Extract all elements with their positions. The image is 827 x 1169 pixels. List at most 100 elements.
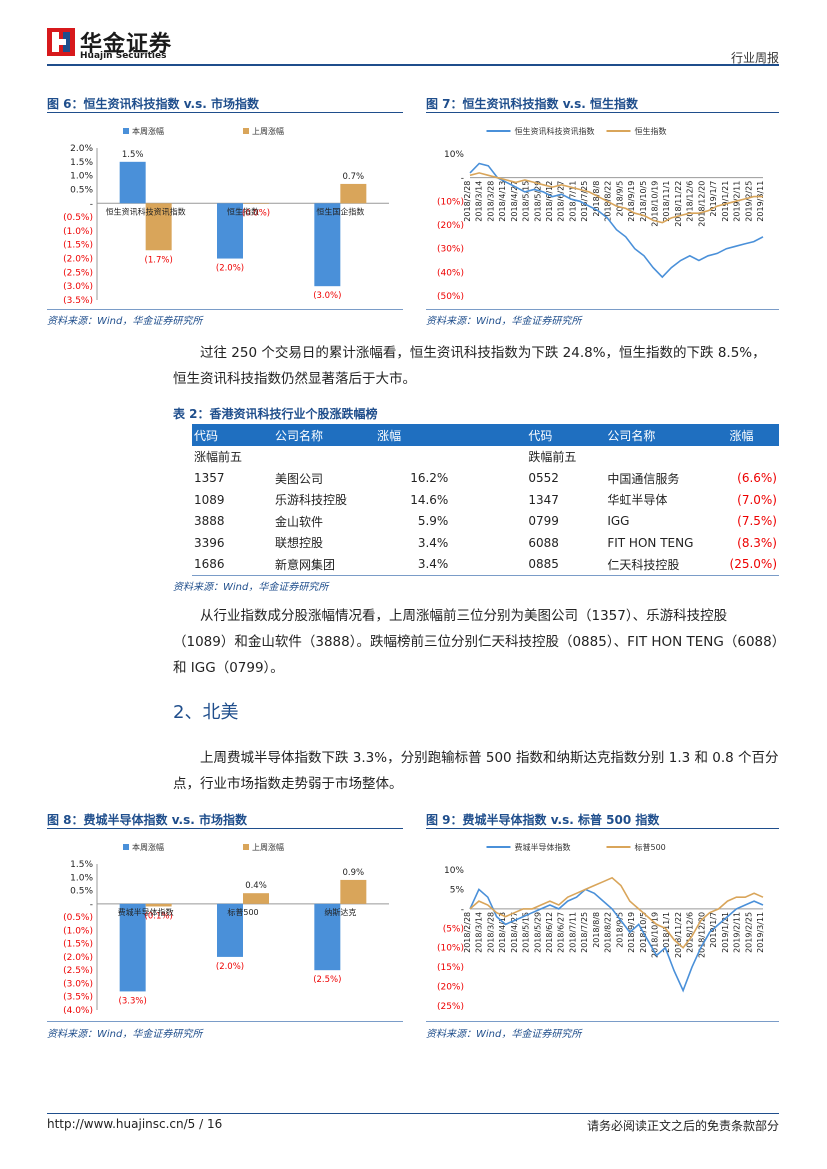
gainer-change: 14.6%: [410, 492, 449, 507]
x-tick-label: 2018/7/25: [580, 181, 589, 222]
fig6-rule: [47, 112, 403, 113]
y-tick-label: (20%): [437, 983, 464, 993]
x-tick-label: 2019/1/21: [721, 181, 730, 222]
section-heading: 2、北美: [173, 702, 239, 723]
gainer-change: 16.2%: [410, 471, 449, 486]
x-tick-label: 2018/4/27: [510, 912, 519, 953]
fig7-source: 资料来源：Wind，华金证券研究所: [426, 316, 582, 327]
x-tick-label: 2018/3/14: [475, 181, 484, 222]
legend-label: 恒生指数: [635, 126, 667, 136]
y-tick-label: -: [461, 905, 464, 915]
x-tick-label: 2018/11/1: [662, 912, 671, 953]
x-tick-label: 2018/10/19: [651, 181, 660, 227]
x-tick-label: 2018/11/22: [674, 181, 683, 227]
gainer-change: 3.4%: [417, 557, 449, 572]
bar: [119, 903, 146, 992]
bar: [145, 203, 172, 251]
x-tick-label: 2019/3/11: [756, 181, 765, 222]
paragraph-2: 从行业指数成分股涨幅情况看，上周涨幅前三位分别为美图公司（1357）、乐游科技控…: [173, 608, 779, 676]
y-tick-label: (10%): [437, 944, 464, 954]
loser-code: 0799: [528, 514, 559, 529]
header-company-left: 公司名称: [272, 424, 376, 446]
paragraph-1: 过往 250 个交易日的累计涨幅看，恒生资讯科技指数为下跌 24.8%，恒生指数…: [173, 345, 766, 387]
gainer-company: 乐游科技控股: [274, 493, 347, 508]
fig9-chart: 费城半导体指数 标普500 10% 5% - (5%) (10%) (15%) (20%) (25…: [437, 842, 765, 1012]
table-row: 1089 乐游科技控股 14.6% 1347 华虹半导体 (7.0%): [192, 489, 779, 511]
y-tick-label: (2.5%): [63, 268, 93, 278]
legend-label: 恒生资讯科技资讯指数: [515, 126, 595, 136]
stock-ranking-table: 代码 公司名称 涨幅 代码 公司名称 涨幅 涨幅前五 跌幅前五 1357 美图公司…: [192, 424, 779, 575]
y-tick-label: (1.5%): [63, 940, 93, 950]
x-tick-label: 2018/4/27: [510, 181, 519, 222]
legend-label: 上周涨幅: [252, 842, 284, 852]
gainer-code: 1357: [194, 471, 225, 486]
fig7-title: 图 7：恒生资讯科技指数 v.s. 恒生指数: [426, 97, 638, 111]
x-tick-label: 2018/6/12: [545, 912, 554, 953]
x-tick-label: 2018/3/14: [475, 912, 484, 953]
x-tick-label: 2018/4/13: [498, 181, 507, 222]
x-tick-label: 2018/9/5: [615, 912, 624, 948]
x-tick-label: 2018/6/27: [557, 912, 566, 953]
y-tick-label: (40%): [437, 268, 464, 278]
gainer-code: 3396: [194, 535, 225, 550]
data-label: (0.0%): [242, 208, 270, 218]
y-tick-label: (20%): [437, 221, 464, 231]
y-tick-label: 5%: [450, 885, 465, 895]
bar: [243, 203, 269, 204]
x-tick-label: 2018/4/13: [498, 912, 507, 953]
x-tick-label: 2018/5/29: [533, 181, 542, 222]
bar: [145, 903, 172, 907]
gainer-change: 3.4%: [417, 535, 449, 550]
header-company-right: 公司名称: [605, 424, 728, 446]
fig9-source: 资料来源：Wind，华金证券研究所: [426, 1029, 582, 1040]
loser-company: 华虹半导体: [607, 493, 668, 508]
y-tick-label: 2.0%: [70, 144, 93, 154]
header-change-right: 涨幅: [727, 424, 779, 446]
x-tick-label: 2018/2/28: [463, 181, 472, 222]
x-tick-label: 2018/5/15: [522, 181, 531, 222]
footer-url-page: http://www.huajinsc.cn/5 / 16: [47, 1117, 222, 1131]
table-row: 1357 美图公司 16.2% 0552 中国通信服务 (6.6%): [192, 468, 779, 490]
bar: [340, 183, 367, 204]
loser-code: 1347: [528, 492, 559, 507]
fig9-rule: [426, 828, 779, 829]
series-line: [469, 162, 764, 279]
bar: [314, 903, 341, 971]
data-label: 0.7%: [343, 172, 365, 182]
x-tick-label: 2018/11/1: [662, 181, 671, 222]
y-tick-label: (1.5%): [63, 241, 93, 251]
legend-label: 本周涨幅: [132, 842, 164, 852]
x-tick-label: 2018/10/19: [651, 912, 660, 958]
y-tick-label: -: [90, 199, 93, 209]
legend-swatch: [243, 128, 249, 134]
y-tick-label: (50%): [437, 292, 464, 302]
legend-label: 标普500: [635, 842, 666, 852]
fig6-title: 图 6：恒生资讯科技指数 v.s. 市场指数: [47, 97, 259, 111]
fig9-title: 图 9：费城半导体指数 v.s. 标普 500 指数: [426, 813, 660, 827]
category-label: 恒生指数: [227, 206, 259, 216]
website-link[interactable]: http://www.huajinsc.cn/: [47, 1117, 188, 1131]
y-tick-label: 1.5%: [70, 158, 93, 168]
x-tick-label: 2019/3/11: [756, 912, 765, 953]
data-label: 0.4%: [245, 881, 267, 891]
x-tick-label: 2018/9/19: [627, 181, 636, 222]
x-tick-label: 2018/2/28: [463, 912, 472, 953]
legend-label: 本周涨幅: [132, 126, 164, 136]
x-tick-label: 2019/2/25: [744, 181, 753, 222]
data-label: (2.5%): [313, 975, 341, 985]
gainer-code: 1686: [194, 557, 225, 572]
x-tick-label: 2018/12/6: [686, 181, 695, 222]
bar: [217, 203, 243, 259]
gainer-company: 美图公司: [274, 471, 323, 486]
data-label: 1.5%: [122, 150, 144, 160]
y-tick-label: (4.0%): [63, 1006, 93, 1016]
y-tick-label: -: [90, 900, 93, 910]
fig7-chart: 恒生资讯科技资讯指数 恒生指数 10% - (10%) (20%) (30%) (40%) (5…: [437, 126, 765, 302]
fig7-bottom-rule: [426, 309, 779, 310]
fig8-source: 资料来源：Wind，华金证券研究所: [47, 1029, 203, 1040]
fig8-bottom-rule: [47, 1021, 403, 1022]
series-line: [469, 876, 764, 949]
x-tick-label: 2018/12/20: [697, 912, 706, 958]
logo-english: Huajin Securities: [80, 51, 167, 61]
loser-company: 中国通信服务: [607, 471, 680, 486]
